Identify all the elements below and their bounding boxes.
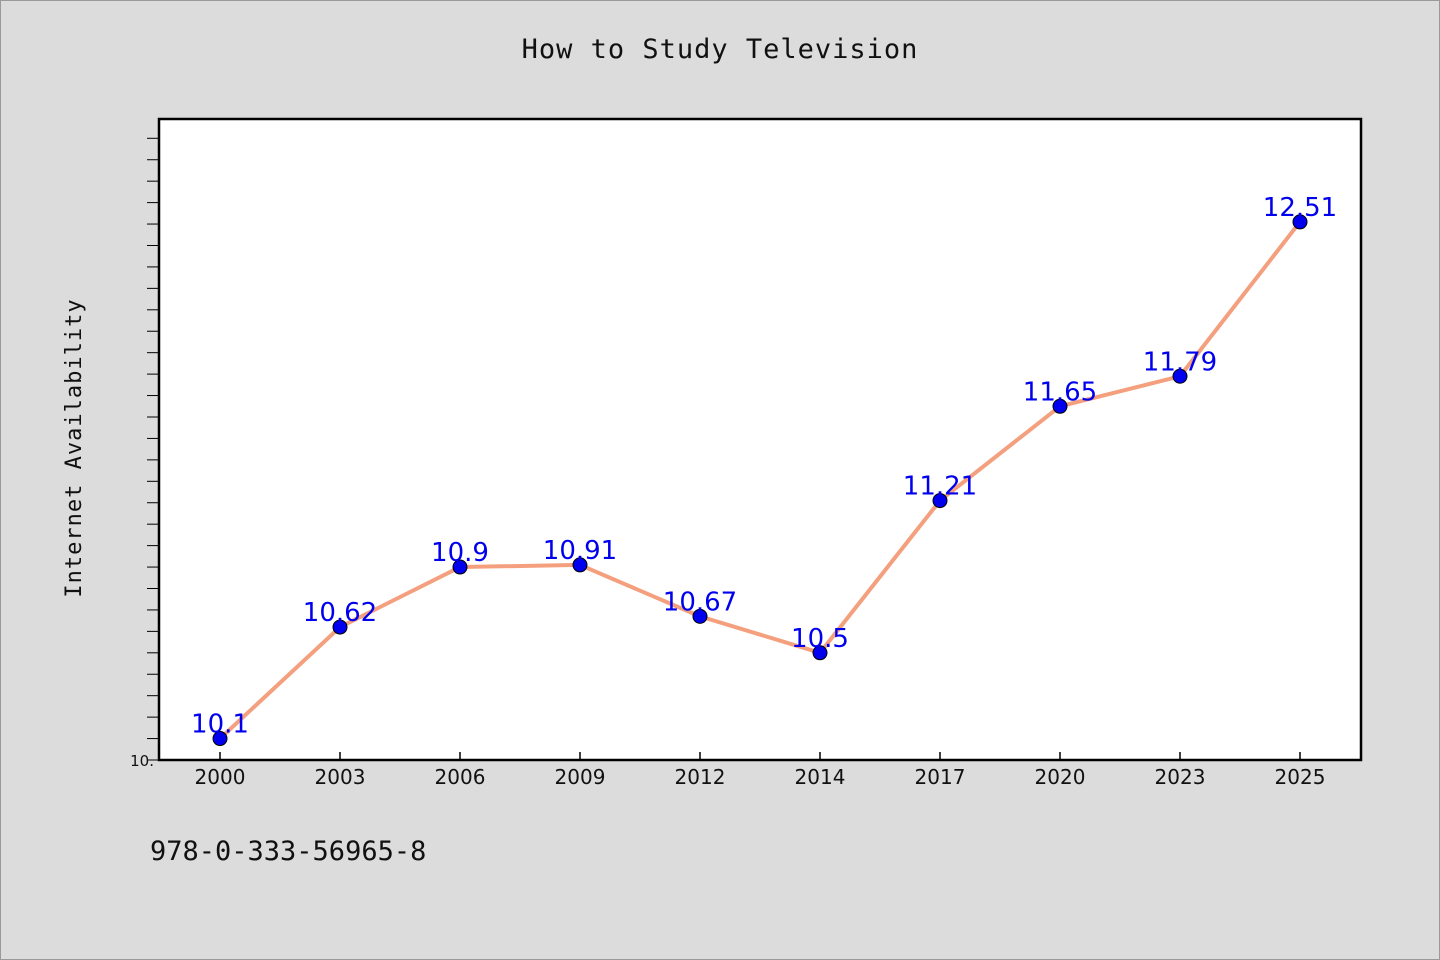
data-point — [212, 731, 228, 747]
data-point — [692, 608, 708, 624]
y-tick-label: 10. — [130, 752, 154, 770]
plot-area — [157, 117, 1363, 762]
data-labels: 10.1 10.62 10.9 10.91 10.67 10.5 11.21 11.65 11.… — [191, 193, 1337, 740]
x-tick-label: 2012 — [675, 765, 726, 789]
x-axis-ticks — [219, 752, 1301, 760]
data-point — [332, 619, 348, 635]
data-point — [932, 493, 948, 509]
data-point — [1052, 398, 1068, 414]
isbn-text: 978-0-333-56965-8 — [150, 836, 427, 867]
x-tick-label: 2023 — [1155, 765, 1206, 789]
data-label: 10.91 — [543, 536, 617, 566]
x-tick-label: 2025 — [1275, 765, 1326, 789]
x-tick-label: 2006 — [435, 765, 486, 789]
x-tick-label: 2017 — [915, 765, 966, 789]
y-axis-ticks — [147, 137, 159, 761]
x-axis-tick-labels: 2000 2003 2006 2009 2012 2014 2017 2020 2023 2025 — [195, 765, 1326, 789]
data-point — [1172, 368, 1188, 384]
x-tick-label: 2003 — [315, 765, 366, 789]
x-tick-label: 2000 — [195, 765, 246, 789]
data-label: 11.65 — [1023, 377, 1097, 407]
x-tick-label: 2009 — [555, 765, 606, 789]
x-tick-label: 2014 — [795, 765, 846, 789]
data-label: 10.5 — [791, 624, 849, 654]
data-label: 11.79 — [1143, 347, 1217, 377]
data-label: 10.62 — [303, 598, 377, 628]
x-tick-label: 2020 — [1035, 765, 1086, 789]
data-label: 11.21 — [903, 472, 977, 502]
data-point — [452, 559, 468, 575]
data-label: 10.9 — [431, 538, 489, 568]
data-point — [1292, 214, 1308, 230]
series-line — [218, 219, 1302, 741]
chart-title: How to Study Television — [521, 34, 919, 65]
data-label: 10.67 — [663, 587, 737, 617]
data-label: 10.1 — [191, 710, 249, 740]
data-point — [572, 557, 588, 573]
data-markers — [212, 214, 1308, 747]
data-point — [812, 645, 828, 661]
data-label: 12.51 — [1263, 193, 1337, 223]
